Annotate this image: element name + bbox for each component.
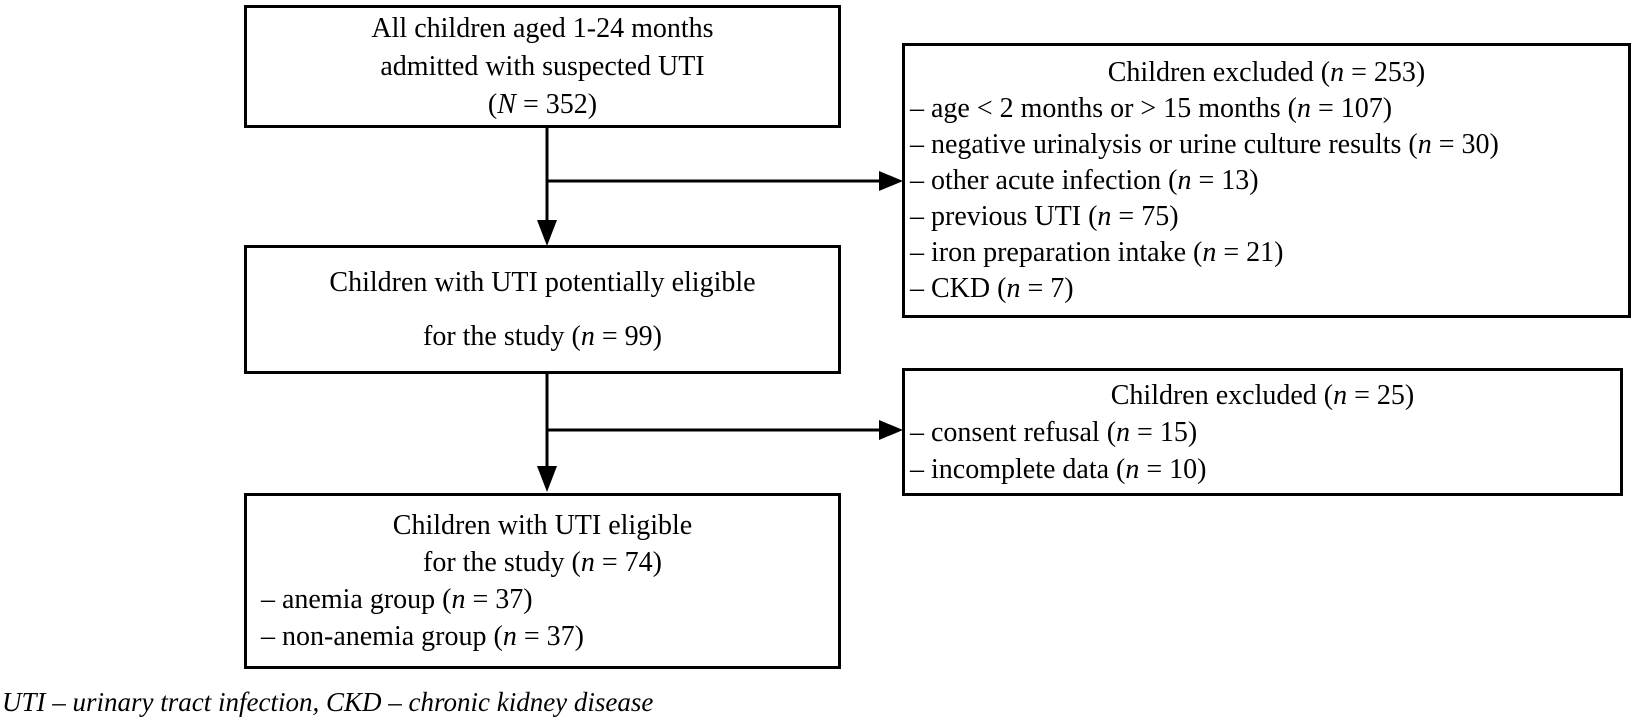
excluded-second-header: Children excluded (n = 25) [1110, 379, 1415, 411]
exclusion-reason: – consent refusal (n = 15) [910, 416, 1198, 448]
box-admitted-children: All children aged 1-24 months admitted w… [244, 5, 841, 128]
exclusion-reason: – previous UTI (n = 75) [910, 200, 1179, 232]
arrow-branch-to-excluded-first [547, 171, 903, 191]
arrow-branch-to-excluded-second [547, 420, 903, 440]
exclusion-reason: – incomplete data (n = 10) [910, 453, 1207, 485]
arrow-potential-to-eligible [537, 373, 557, 492]
box-line-total-n: (N = 352) [487, 88, 598, 120]
arrow-admitted-to-potential [537, 127, 557, 246]
box-line: Children with UTI potentially eligible [329, 266, 756, 298]
exclusion-reason: – CKD (n = 7) [910, 272, 1074, 304]
box-eligible-final: Children with UTI eligible for the study… [244, 493, 841, 669]
box-line: All children aged 1-24 months [371, 12, 714, 44]
study-group: – non-anemia group (n = 37) [261, 621, 584, 652]
box-line: admitted with suspected UTI [380, 50, 705, 82]
study-group: – anemia group (n = 37) [261, 584, 533, 615]
box-line-total-n: for the study (n = 74) [423, 547, 662, 578]
box-excluded-second: Children excluded (n = 25) – consent ref… [902, 368, 1623, 496]
excluded-first-header: Children excluded (n = 253) [1107, 56, 1426, 88]
abbreviations-footnote: UTI – urinary tract infection, CKD – chr… [2, 687, 654, 717]
exclusion-reason: – age < 2 months or > 15 months (n = 107… [910, 92, 1393, 124]
exclusion-reason: – negative urinalysis or urine culture r… [910, 128, 1499, 160]
box-excluded-first: Children excluded (n = 253) – age < 2 mo… [902, 43, 1631, 318]
box-line-total-n: for the study (n = 99) [423, 320, 662, 352]
exclusion-reason: – iron preparation intake (n = 21) [910, 236, 1284, 268]
box-potentially-eligible: Children with UTI potentially eligible f… [244, 245, 841, 374]
exclusion-reason: – other acute infection (n = 13) [910, 164, 1259, 196]
box-line: Children with UTI eligible [392, 510, 693, 541]
